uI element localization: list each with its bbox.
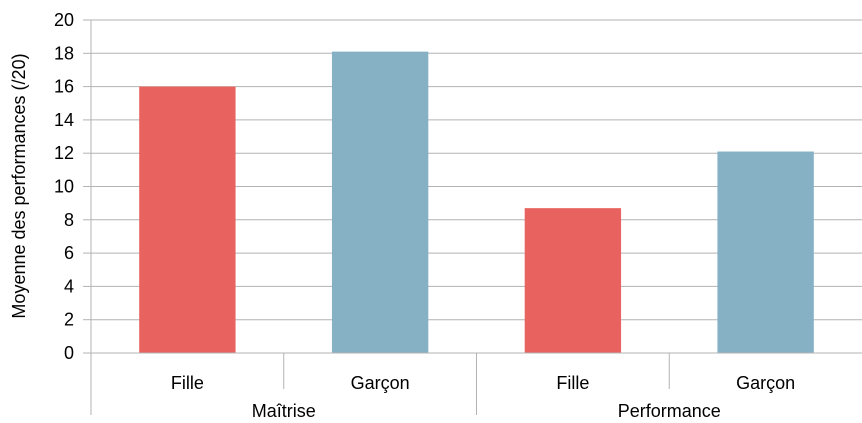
y-tick-label: 10 — [54, 177, 74, 197]
x-category-label: Garçon — [351, 373, 410, 393]
y-tick-label: 4 — [64, 276, 74, 296]
bar-maîtrise-garçon — [331, 51, 429, 353]
y-tick-label: 8 — [64, 210, 74, 230]
bar-performance-fille — [524, 208, 622, 353]
y-tick-label: 14 — [54, 110, 74, 130]
y-axis-ticks: 0 2 4 6 8 10 12 14 16 18 20 — [54, 10, 91, 363]
y-tick-label: 2 — [64, 310, 74, 330]
bar-maîtrise-fille — [139, 86, 236, 353]
x-category-label: Fille — [171, 373, 204, 393]
x-category-label: Fille — [556, 373, 589, 393]
y-tick-label: 0 — [64, 343, 74, 363]
y-tick-label: 6 — [64, 243, 74, 263]
x-category-label: Garçon — [736, 373, 795, 393]
bar-performance-garçon — [717, 151, 814, 353]
x-group-label: Maîtrise — [252, 401, 316, 421]
x-axis-labels: Fille Garçon Maîtrise Fille Garçon Performanc… — [171, 373, 795, 421]
x-group-label: Performance — [618, 401, 721, 421]
y-axis-label: Moyenne des performances (/20) — [9, 53, 29, 318]
axes — [90, 20, 862, 415]
y-tick-label: 16 — [54, 77, 74, 97]
y-tick-label: 12 — [54, 143, 74, 163]
y-tick-label: 18 — [54, 43, 74, 63]
y-tick-label: 20 — [54, 10, 74, 30]
bars — [139, 51, 814, 353]
